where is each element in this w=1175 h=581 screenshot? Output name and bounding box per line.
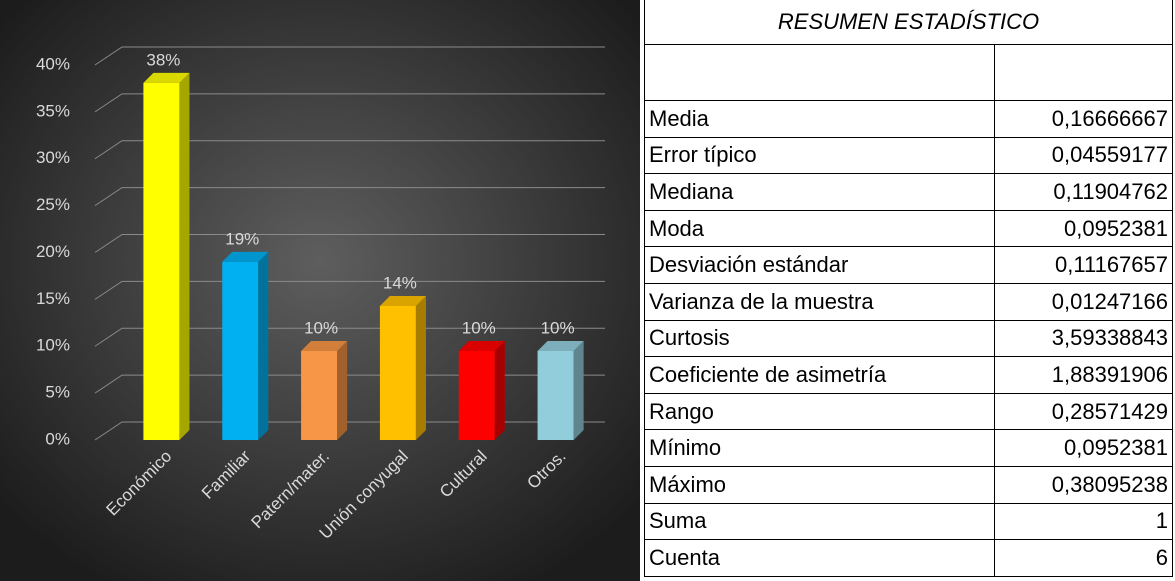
stat-value: 0,0952381 xyxy=(993,209,1174,248)
stat-value: 0,0952381 xyxy=(993,429,1174,467)
y-tick-label: 15% xyxy=(36,289,70,308)
stat-value: 6 xyxy=(993,539,1174,577)
bar-side-shade xyxy=(337,340,348,440)
data-label: 10% xyxy=(541,318,575,337)
data-label: 10% xyxy=(462,318,496,337)
bar-side-shade xyxy=(573,340,584,440)
bar-front xyxy=(537,350,574,440)
table-row: Varianza de la muestra 0,01247166 xyxy=(644,282,1174,321)
bar-top xyxy=(301,340,348,351)
bar-side xyxy=(573,340,584,440)
stat-label: Moda xyxy=(644,209,995,248)
stat-value: 3,59338843 xyxy=(993,319,1174,358)
stat-value: 0,38095238 xyxy=(993,465,1174,504)
stat-label: Rango xyxy=(644,392,995,431)
bar-top xyxy=(222,251,269,262)
stat-label: Varianza de la muestra xyxy=(644,282,995,321)
y-tick-label: 5% xyxy=(45,383,70,402)
y-tick-label: 0% xyxy=(45,429,70,448)
bar-front xyxy=(222,261,259,440)
bar-side-shade xyxy=(258,251,269,440)
bar-side xyxy=(258,251,269,440)
stat-label: Mediana xyxy=(644,173,995,211)
y-tick-label: 20% xyxy=(36,242,70,261)
bar-top xyxy=(379,295,426,306)
bar-side xyxy=(337,340,348,440)
stat-label: Error típico xyxy=(644,136,995,175)
grid-line xyxy=(94,234,605,253)
stat-label: Suma xyxy=(644,502,995,541)
table-row: Error típico 0,04559177 xyxy=(644,136,1174,175)
table-row: Media 0,16666667 xyxy=(644,100,1174,138)
bar-top xyxy=(537,340,584,351)
table-row: Cuenta 6 xyxy=(644,539,1174,577)
stat-value: 0,28571429 xyxy=(993,392,1174,431)
table-title: RESUMEN ESTADÍSTICO xyxy=(644,0,1173,45)
summary-table: RESUMEN ESTADÍSTICO Media 0,16666667 Error… xyxy=(644,0,1174,577)
stat-value: 1,88391906 xyxy=(993,356,1174,394)
chart-background xyxy=(0,0,640,581)
stat-label: Curtosis xyxy=(644,319,995,358)
table-row: Rango 0,28571429 xyxy=(644,392,1174,431)
bar-side-shade xyxy=(179,72,190,440)
stat-value: 0,16666667 xyxy=(993,100,1174,138)
blank-row xyxy=(644,44,1174,101)
table-row: Suma 1 xyxy=(644,502,1174,541)
table-row: Coeficiente de asimetría 1,88391906 xyxy=(644,356,1174,394)
stat-label: Mínimo xyxy=(644,429,995,467)
bar-top-shade xyxy=(301,340,348,351)
data-label: 19% xyxy=(225,229,259,248)
bar-top-shade xyxy=(537,340,584,351)
bar-side xyxy=(179,72,190,440)
bar-top-shade xyxy=(379,295,426,306)
stat-value: 0,04559177 xyxy=(993,136,1174,175)
stat-value: 1 xyxy=(993,502,1174,541)
y-tick-label: 10% xyxy=(36,336,70,355)
table-row: Mínimo 0,0952381 xyxy=(644,429,1174,467)
stat-label: Coeficiente de asimetría xyxy=(644,356,995,394)
y-tick-label: 40% xyxy=(36,54,70,73)
grid-line xyxy=(94,93,605,113)
bar-side xyxy=(415,295,426,440)
grid-line xyxy=(94,374,605,394)
table-row: Máximo 0,38095238 xyxy=(644,465,1174,504)
stat-value: 0,11167657 xyxy=(993,246,1174,284)
stat-label: Máximo xyxy=(644,465,995,504)
data-label: 38% xyxy=(146,50,180,69)
bar-front xyxy=(379,305,416,440)
table-row: Mediana 0,11904762 xyxy=(644,173,1174,211)
y-tick-label: 25% xyxy=(36,195,70,214)
chart: 0%5%10%15%20%25%30%35%40%Económico38%Fam… xyxy=(0,0,640,581)
bar-top-shade xyxy=(458,340,505,351)
stat-label: Cuenta xyxy=(644,539,995,577)
bar-side-shade xyxy=(494,340,505,440)
stat-label: Media xyxy=(644,100,995,138)
grid-line xyxy=(94,187,605,207)
bar-top-shade xyxy=(143,72,190,83)
grid-line xyxy=(94,327,605,347)
bar-front xyxy=(301,350,338,440)
bar-front xyxy=(143,82,180,440)
bar-top-shade xyxy=(222,251,269,262)
data-label: 14% xyxy=(383,273,417,292)
stat-label: Desviación estándar xyxy=(644,246,995,284)
table-row: Curtosis 3,59338843 xyxy=(644,319,1174,358)
bar-front xyxy=(458,350,495,440)
y-tick-label: 35% xyxy=(36,101,70,120)
grid-line xyxy=(94,280,605,300)
table-row: Moda 0,0952381 xyxy=(644,209,1174,248)
grid-line xyxy=(94,421,605,441)
stat-value: 0,01247166 xyxy=(993,282,1174,321)
bar-side xyxy=(494,340,505,440)
y-tick-label: 30% xyxy=(36,148,70,167)
data-label: 10% xyxy=(304,318,338,337)
grid-line xyxy=(94,140,605,160)
stat-value: 0,11904762 xyxy=(993,173,1174,211)
bar-side-shade xyxy=(415,295,426,440)
grid-line xyxy=(94,46,605,66)
bar-top xyxy=(143,72,190,83)
bar-top xyxy=(458,340,505,351)
table-row: Desviación estándar 0,11167657 xyxy=(644,246,1174,284)
